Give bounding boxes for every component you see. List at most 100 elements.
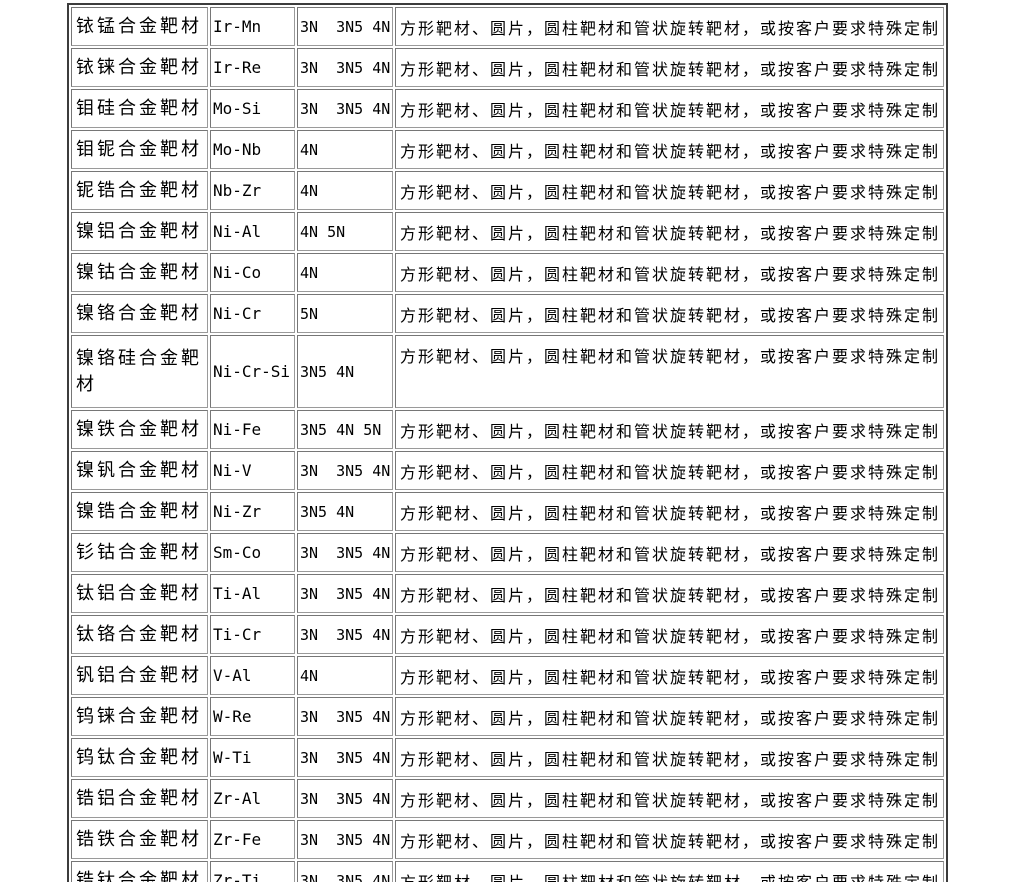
purity-grades-cell: 3N5 4N 5N	[297, 410, 393, 449]
shapes-description-cell: 方形靶材、圆片，圆柱靶材和管状旋转靶材，或按客户要求特殊定制	[395, 48, 944, 87]
shapes-description-cell: 方形靶材、圆片，圆柱靶材和管状旋转靶材，或按客户要求特殊定制	[395, 779, 944, 818]
alloy-formula-cell: W-Ti	[210, 738, 295, 777]
purity-grades-cell: 3N 3N5 4N	[297, 861, 393, 882]
alloy-formula-cell: Ni-Fe	[210, 410, 295, 449]
shapes-description-cell: 方形靶材、圆片，圆柱靶材和管状旋转靶材，或按客户要求特殊定制	[395, 335, 944, 408]
table-row: 铌锆合金靶材 Nb-Zr 4N 方形靶材、圆片，圆柱靶材和管状旋转靶材，或按客户…	[71, 171, 944, 210]
alloy-formula-cell: Nb-Zr	[210, 171, 295, 210]
alloy-formula-cell: Ni-Cr-Si	[210, 335, 295, 408]
purity-grades-cell: 3N 3N5 4N	[297, 738, 393, 777]
shapes-description-cell: 方形靶材、圆片，圆柱靶材和管状旋转靶材，或按客户要求特殊定制	[395, 615, 944, 654]
purity-grades-cell: 4N	[297, 171, 393, 210]
shapes-description-cell: 方形靶材、圆片，圆柱靶材和管状旋转靶材，或按客户要求特殊定制	[395, 212, 944, 251]
alloy-formula-cell: Zr-Al	[210, 779, 295, 818]
alloy-formula-cell: Ni-Al	[210, 212, 295, 251]
alloy-name-cell: 锆钛合金靶材	[71, 861, 208, 882]
table-row: 铱铼合金靶材 Ir-Re 3N 3N5 4N 方形靶材、圆片，圆柱靶材和管状旋转…	[71, 48, 944, 87]
table-body: 铱锰合金靶材 Ir-Mn 3N 3N5 4N 方形靶材、圆片，圆柱靶材和管状旋转…	[71, 7, 944, 882]
table-row: 镍铬硅合金靶材 Ni-Cr-Si 3N5 4N 方形靶材、圆片，圆柱靶材和管状旋…	[71, 335, 944, 408]
purity-grades-cell: 3N 3N5 4N	[297, 779, 393, 818]
alloy-name-cell: 镍钒合金靶材	[71, 451, 208, 490]
alloy-name-cell: 钐钴合金靶材	[71, 533, 208, 572]
shapes-description-cell: 方形靶材、圆片，圆柱靶材和管状旋转靶材，或按客户要求特殊定制	[395, 253, 944, 292]
table-row: 钼硅合金靶材 Mo-Si 3N 3N5 4N 方形靶材、圆片，圆柱靶材和管状旋转…	[71, 89, 944, 128]
shapes-description-cell: 方形靶材、圆片，圆柱靶材和管状旋转靶材，或按客户要求特殊定制	[395, 171, 944, 210]
alloy-formula-cell: Mo-Si	[210, 89, 295, 128]
alloy-formula-cell: Zr-Fe	[210, 820, 295, 859]
alloy-formula-cell: Ni-Co	[210, 253, 295, 292]
alloy-name-cell: 镍铝合金靶材	[71, 212, 208, 251]
purity-grades-cell: 4N	[297, 253, 393, 292]
table-row: 镍铝合金靶材 Ni-Al 4N 5N 方形靶材、圆片，圆柱靶材和管状旋转靶材，或…	[71, 212, 944, 251]
purity-grades-cell: 3N5 4N	[297, 492, 393, 531]
table-row: 锆钛合金靶材 Zr-Ti 3N 3N5 4N 方形靶材、圆片，圆柱靶材和管状旋转…	[71, 861, 944, 882]
table-row: 钛铬合金靶材 Ti-Cr 3N 3N5 4N 方形靶材、圆片，圆柱靶材和管状旋转…	[71, 615, 944, 654]
alloy-name-cell: 铌锆合金靶材	[71, 171, 208, 210]
alloy-formula-cell: Ni-Zr	[210, 492, 295, 531]
alloy-name-cell: 钛铝合金靶材	[71, 574, 208, 613]
table-row: 钒铝合金靶材 V-Al 4N 方形靶材、圆片，圆柱靶材和管状旋转靶材，或按客户要…	[71, 656, 944, 695]
purity-grades-cell: 4N	[297, 656, 393, 695]
alloy-formula-cell: V-Al	[210, 656, 295, 695]
shapes-description-cell: 方形靶材、圆片，圆柱靶材和管状旋转靶材，或按客户要求特殊定制	[395, 533, 944, 572]
alloy-name-cell: 镍铁合金靶材	[71, 410, 208, 449]
purity-grades-cell: 3N 3N5 4N	[297, 7, 393, 46]
alloy-name-cell: 钛铬合金靶材	[71, 615, 208, 654]
table-row: 镍铁合金靶材 Ni-Fe 3N5 4N 5N 方形靶材、圆片，圆柱靶材和管状旋转…	[71, 410, 944, 449]
shapes-description-cell: 方形靶材、圆片，圆柱靶材和管状旋转靶材，或按客户要求特殊定制	[395, 574, 944, 613]
alloy-formula-cell: Sm-Co	[210, 533, 295, 572]
table-row: 镍锆合金靶材 Ni-Zr 3N5 4N 方形靶材、圆片，圆柱靶材和管状旋转靶材，…	[71, 492, 944, 531]
shapes-description-cell: 方形靶材、圆片，圆柱靶材和管状旋转靶材，或按客户要求特殊定制	[395, 294, 944, 333]
alloy-targets-table: 铱锰合金靶材 Ir-Mn 3N 3N5 4N 方形靶材、圆片，圆柱靶材和管状旋转…	[67, 3, 948, 882]
alloy-name-cell: 镍钴合金靶材	[71, 253, 208, 292]
purity-grades-cell: 4N 5N	[297, 212, 393, 251]
table-row: 镍铬合金靶材 Ni-Cr 5N 方形靶材、圆片，圆柱靶材和管状旋转靶材，或按客户…	[71, 294, 944, 333]
shapes-description-cell: 方形靶材、圆片，圆柱靶材和管状旋转靶材，或按客户要求特殊定制	[395, 697, 944, 736]
alloy-name-cell: 钨铼合金靶材	[71, 697, 208, 736]
alloy-name-cell: 铱锰合金靶材	[71, 7, 208, 46]
alloy-formula-cell: Ir-Mn	[210, 7, 295, 46]
table-row: 镍钒合金靶材 Ni-V 3N 3N5 4N 方形靶材、圆片，圆柱靶材和管状旋转靶…	[71, 451, 944, 490]
alloy-formula-cell: Zr-Ti	[210, 861, 295, 882]
table-row: 钨钛合金靶材 W-Ti 3N 3N5 4N 方形靶材、圆片，圆柱靶材和管状旋转靶…	[71, 738, 944, 777]
purity-grades-cell: 5N	[297, 294, 393, 333]
alloy-formula-cell: Ir-Re	[210, 48, 295, 87]
shapes-description-cell: 方形靶材、圆片，圆柱靶材和管状旋转靶材，或按客户要求特殊定制	[395, 738, 944, 777]
shapes-description-cell: 方形靶材、圆片，圆柱靶材和管状旋转靶材，或按客户要求特殊定制	[395, 89, 944, 128]
table-row: 钛铝合金靶材 Ti-Al 3N 3N5 4N 方形靶材、圆片，圆柱靶材和管状旋转…	[71, 574, 944, 613]
alloy-name-cell: 镍铬硅合金靶材	[71, 335, 208, 408]
purity-grades-cell: 3N 3N5 4N	[297, 89, 393, 128]
alloy-formula-cell: Ti-Al	[210, 574, 295, 613]
table-row: 钐钴合金靶材 Sm-Co 3N 3N5 4N 方形靶材、圆片，圆柱靶材和管状旋转…	[71, 533, 944, 572]
table-row: 钨铼合金靶材 W-Re 3N 3N5 4N 方形靶材、圆片，圆柱靶材和管状旋转靶…	[71, 697, 944, 736]
shapes-description-cell: 方形靶材、圆片，圆柱靶材和管状旋转靶材，或按客户要求特殊定制	[395, 451, 944, 490]
table-row: 铱锰合金靶材 Ir-Mn 3N 3N5 4N 方形靶材、圆片，圆柱靶材和管状旋转…	[71, 7, 944, 46]
purity-grades-cell: 3N 3N5 4N	[297, 533, 393, 572]
purity-grades-cell: 3N 3N5 4N	[297, 451, 393, 490]
shapes-description-cell: 方形靶材、圆片，圆柱靶材和管状旋转靶材，或按客户要求特殊定制	[395, 7, 944, 46]
table-row: 镍钴合金靶材 Ni-Co 4N 方形靶材、圆片，圆柱靶材和管状旋转靶材，或按客户…	[71, 253, 944, 292]
alloy-name-cell: 钨钛合金靶材	[71, 738, 208, 777]
alloy-formula-cell: W-Re	[210, 697, 295, 736]
alloy-name-cell: 镍锆合金靶材	[71, 492, 208, 531]
purity-grades-cell: 3N 3N5 4N	[297, 574, 393, 613]
alloy-formula-cell: Ni-V	[210, 451, 295, 490]
purity-grades-cell: 3N 3N5 4N	[297, 48, 393, 87]
shapes-description-cell: 方形靶材、圆片，圆柱靶材和管状旋转靶材，或按客户要求特殊定制	[395, 656, 944, 695]
table-row: 锆铁合金靶材 Zr-Fe 3N 3N5 4N 方形靶材、圆片，圆柱靶材和管状旋转…	[71, 820, 944, 859]
purity-grades-cell: 3N5 4N	[297, 335, 393, 408]
alloy-formula-cell: Ti-Cr	[210, 615, 295, 654]
alloy-name-cell: 铱铼合金靶材	[71, 48, 208, 87]
purity-grades-cell: 4N	[297, 130, 393, 169]
shapes-description-cell: 方形靶材、圆片，圆柱靶材和管状旋转靶材，或按客户要求特殊定制	[395, 861, 944, 882]
purity-grades-cell: 3N 3N5 4N	[297, 820, 393, 859]
shapes-description-cell: 方形靶材、圆片，圆柱靶材和管状旋转靶材，或按客户要求特殊定制	[395, 492, 944, 531]
alloy-formula-cell: Mo-Nb	[210, 130, 295, 169]
purity-grades-cell: 3N 3N5 4N	[297, 697, 393, 736]
alloy-name-cell: 钒铝合金靶材	[71, 656, 208, 695]
alloy-name-cell: 锆铝合金靶材	[71, 779, 208, 818]
alloy-name-cell: 锆铁合金靶材	[71, 820, 208, 859]
table-row: 锆铝合金靶材 Zr-Al 3N 3N5 4N 方形靶材、圆片，圆柱靶材和管状旋转…	[71, 779, 944, 818]
shapes-description-cell: 方形靶材、圆片，圆柱靶材和管状旋转靶材，或按客户要求特殊定制	[395, 130, 944, 169]
